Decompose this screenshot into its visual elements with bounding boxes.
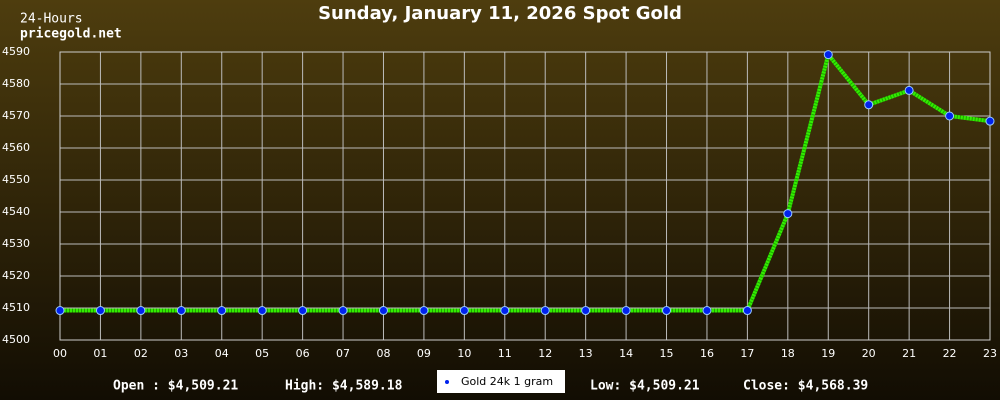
series-line-texture bbox=[60, 50, 991, 313]
x-tick-label: 23 bbox=[983, 347, 997, 360]
data-point bbox=[985, 116, 995, 126]
footer-stat: Open : $4,509.21 bbox=[113, 379, 238, 394]
x-tick-label: 04 bbox=[215, 347, 229, 360]
data-point bbox=[783, 209, 793, 219]
x-tick-label: 05 bbox=[255, 347, 269, 360]
y-tick-label: 4540 bbox=[2, 205, 30, 218]
legend-label: Gold 24k 1 gram bbox=[461, 375, 553, 388]
x-tick-label: 19 bbox=[821, 347, 835, 360]
corner-label: pricegold.net bbox=[20, 27, 122, 42]
x-tick-label: 03 bbox=[174, 347, 188, 360]
data-point bbox=[540, 306, 550, 316]
data-point bbox=[55, 306, 65, 316]
plot-frame bbox=[59, 51, 991, 341]
x-tick-label: 21 bbox=[902, 347, 916, 360]
x-tick-label: 17 bbox=[740, 347, 754, 360]
data-point bbox=[702, 306, 712, 316]
x-tick-label: 06 bbox=[296, 347, 310, 360]
y-tick-label: 4510 bbox=[2, 301, 30, 314]
data-point bbox=[742, 306, 752, 316]
corner-label: 24-Hours bbox=[20, 12, 83, 27]
footer-stat: High: $4,589.18 bbox=[285, 379, 403, 394]
x-tick-label: 11 bbox=[498, 347, 512, 360]
footer-stat: Close: $4,568.39 bbox=[743, 379, 868, 394]
y-tick-label: 4550 bbox=[2, 173, 30, 186]
footer-stat: Low: $4,509.21 bbox=[590, 379, 700, 394]
y-tick-label: 4590 bbox=[2, 45, 30, 58]
data-point bbox=[298, 306, 308, 316]
y-tick-label: 4570 bbox=[2, 109, 30, 122]
x-tick-label: 16 bbox=[700, 347, 714, 360]
data-point bbox=[217, 306, 227, 316]
data-point bbox=[581, 306, 591, 316]
x-tick-label: 13 bbox=[579, 347, 593, 360]
y-tick-label: 4580 bbox=[2, 77, 30, 90]
data-point bbox=[95, 306, 105, 316]
x-tick-label: 09 bbox=[417, 347, 431, 360]
data-point bbox=[338, 306, 348, 316]
legend-marker bbox=[445, 380, 449, 384]
data-point bbox=[136, 306, 146, 316]
x-tick-label: 22 bbox=[943, 347, 957, 360]
data-point bbox=[459, 306, 469, 316]
x-tick-label: 14 bbox=[619, 347, 633, 360]
data-point bbox=[945, 111, 955, 121]
x-tick-label: 15 bbox=[660, 347, 674, 360]
x-tick-label: 20 bbox=[862, 347, 876, 360]
x-tick-label: 02 bbox=[134, 347, 148, 360]
data-point bbox=[500, 306, 510, 316]
data-point bbox=[864, 100, 874, 110]
data-point bbox=[419, 306, 429, 316]
data-point bbox=[378, 306, 388, 316]
data-point bbox=[823, 50, 833, 60]
data-point bbox=[662, 306, 672, 316]
data-point bbox=[176, 306, 186, 316]
y-tick-label: 4520 bbox=[2, 269, 30, 282]
data-point bbox=[257, 306, 267, 316]
x-tick-label: 18 bbox=[781, 347, 795, 360]
y-tick-label: 4500 bbox=[2, 333, 30, 346]
legend bbox=[437, 370, 565, 393]
x-tick-label: 01 bbox=[93, 347, 107, 360]
chart-title: Sunday, January 11, 2026 Spot Gold bbox=[318, 3, 682, 24]
x-tick-label: 07 bbox=[336, 347, 350, 360]
x-tick-label: 10 bbox=[457, 347, 471, 360]
x-tick-label: 12 bbox=[538, 347, 552, 360]
data-point bbox=[904, 85, 914, 95]
x-tick-label: 08 bbox=[376, 347, 390, 360]
y-tick-label: 4560 bbox=[2, 141, 30, 154]
x-tick-label: 00 bbox=[53, 347, 67, 360]
y-tick-label: 4530 bbox=[2, 237, 30, 250]
data-point bbox=[621, 306, 631, 316]
